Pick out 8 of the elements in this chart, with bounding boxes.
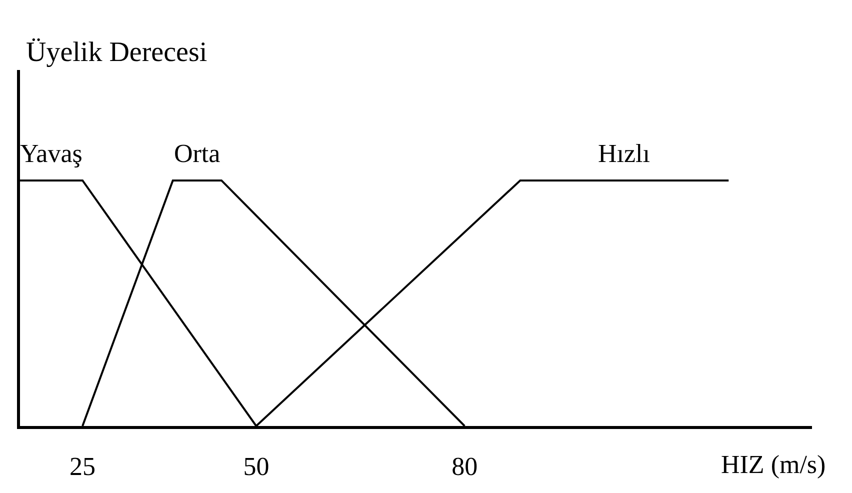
x-tick-label: 50 bbox=[243, 452, 270, 482]
x-tick-label: 80 bbox=[452, 452, 478, 482]
x-tick-label: 25 bbox=[70, 452, 96, 482]
series-label: Yavaş bbox=[20, 139, 82, 168]
y-axis-title: Üyelik Derecesi bbox=[26, 37, 208, 68]
x-axis-title: HIZ (m/s) bbox=[721, 450, 826, 479]
series-label: Hızlı bbox=[598, 139, 650, 168]
series-label: Orta bbox=[174, 139, 221, 168]
